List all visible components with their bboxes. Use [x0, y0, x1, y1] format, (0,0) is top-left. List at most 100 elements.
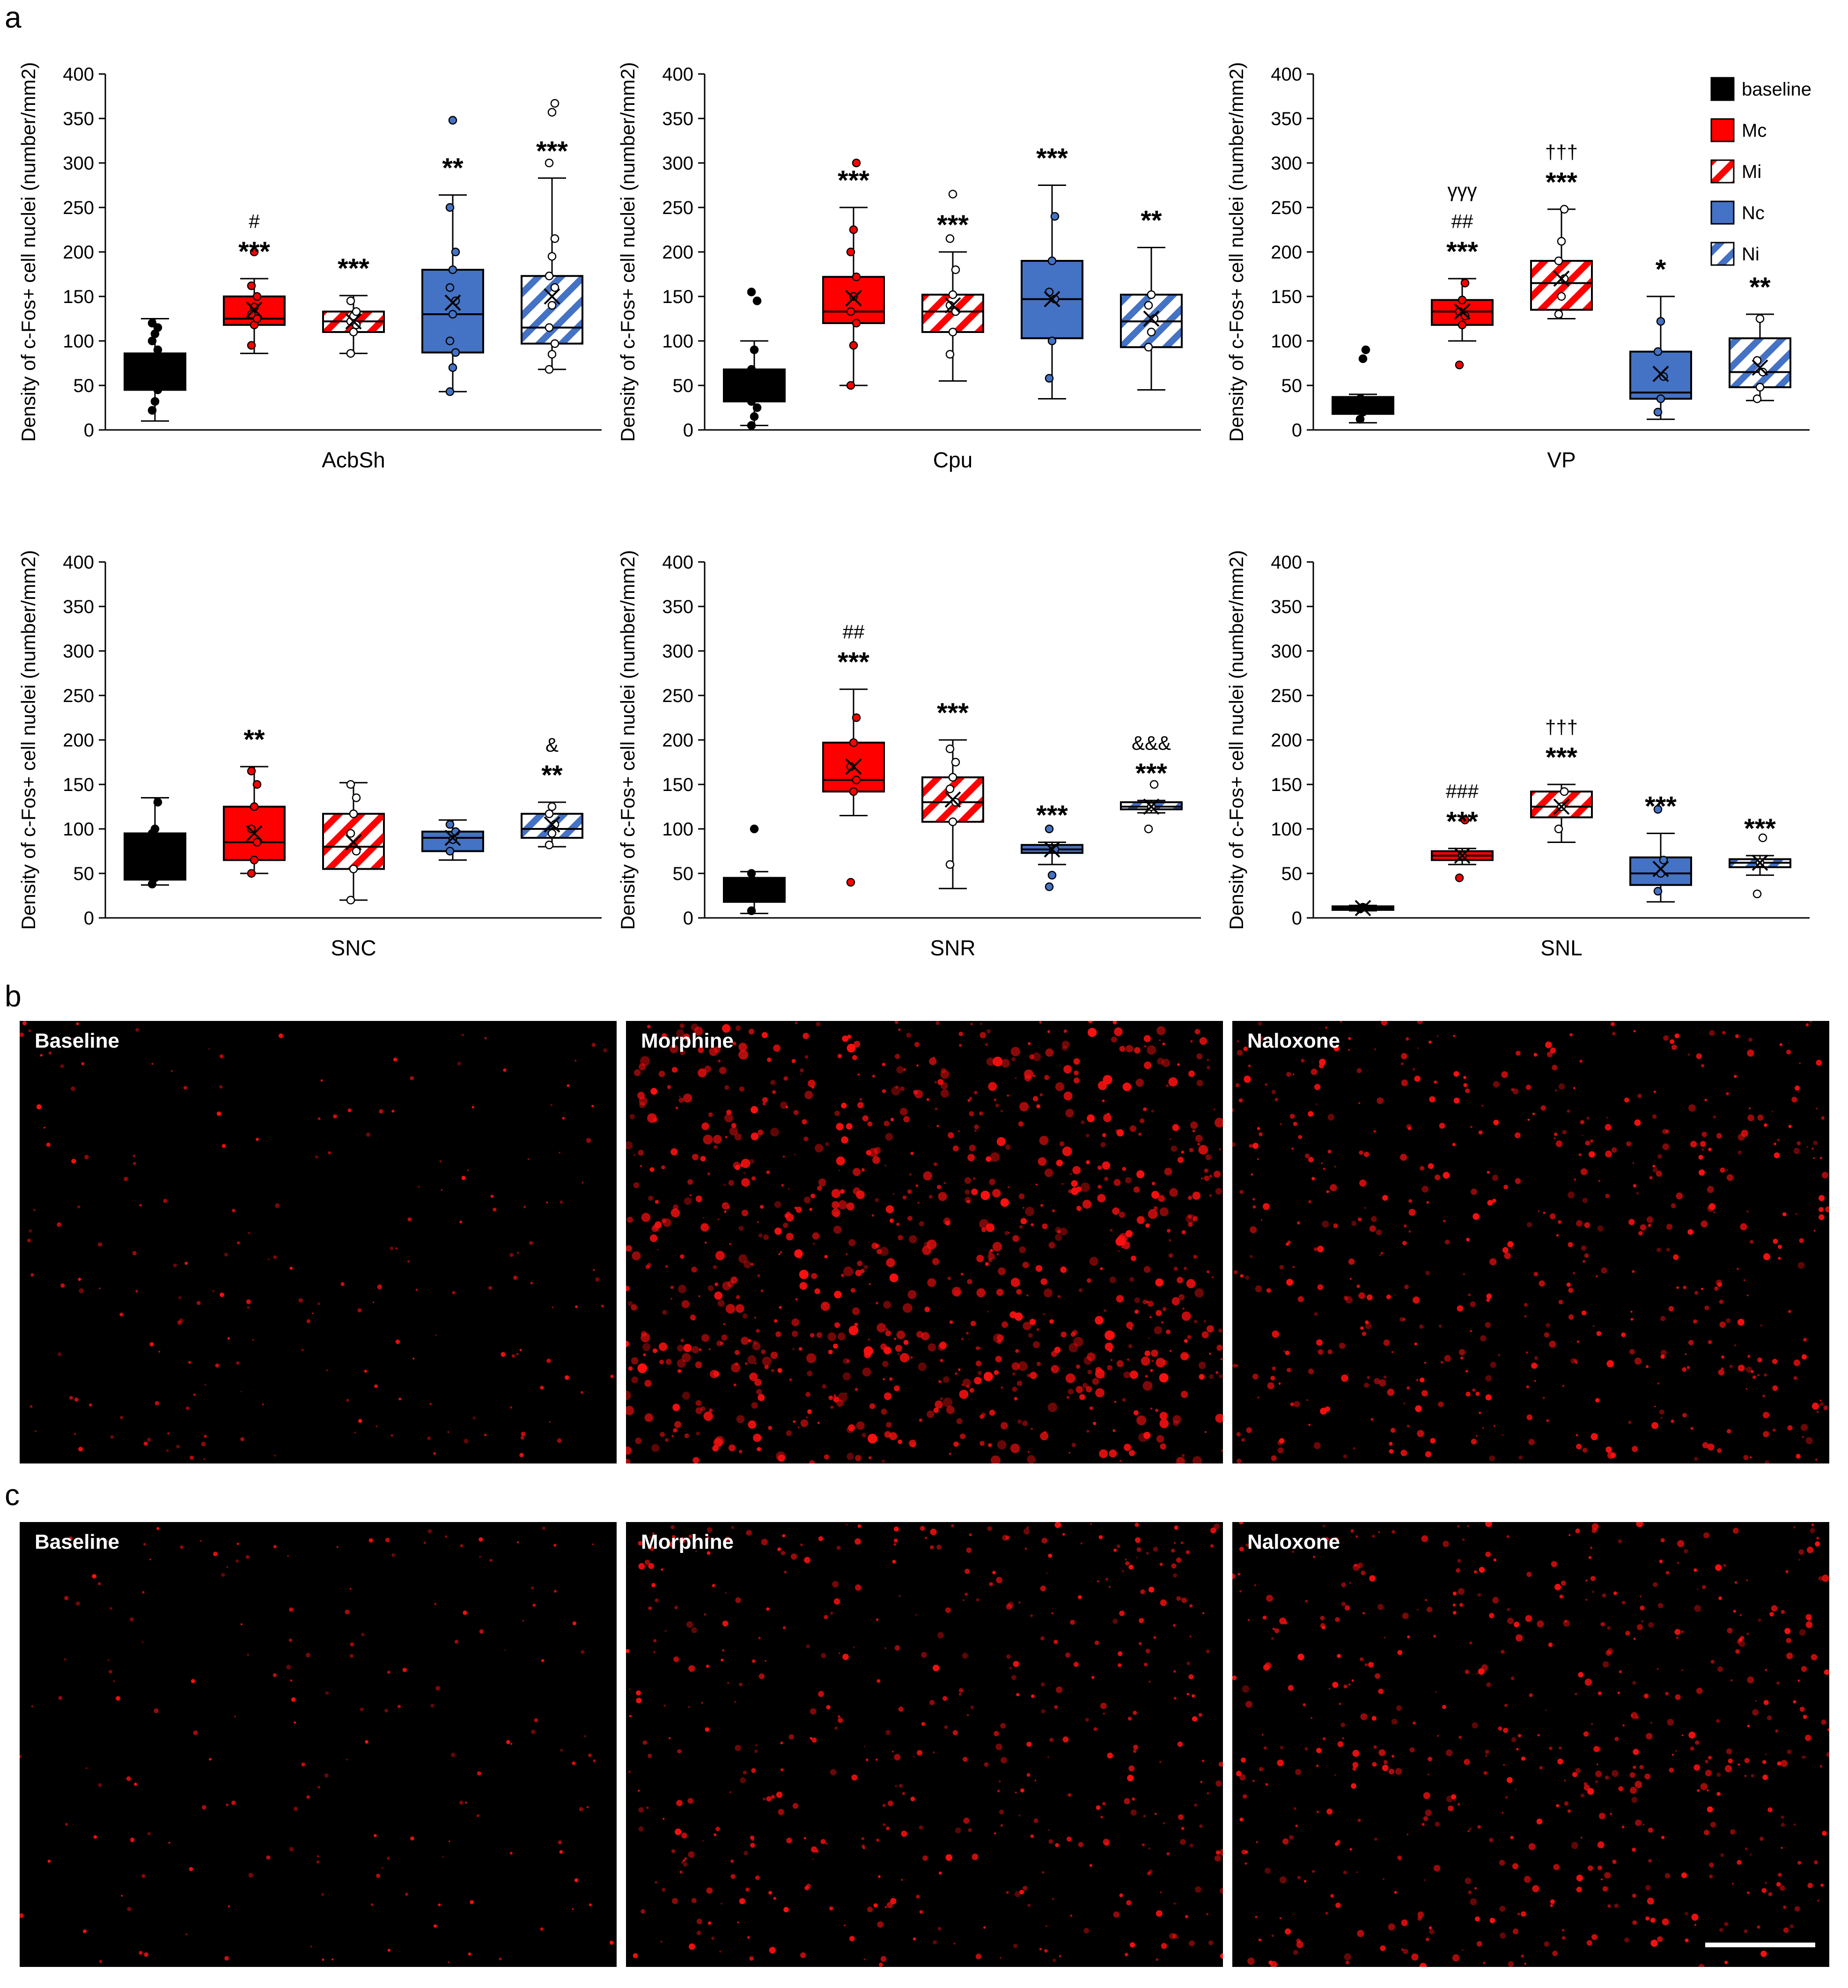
- cfos-dot: [1406, 1425, 1410, 1428]
- cfos-dot: [1483, 1771, 1487, 1775]
- cfos-dot: [783, 1907, 789, 1913]
- cfos-dot: [1630, 1310, 1633, 1313]
- cfos-dot: [1429, 1096, 1436, 1103]
- cfos-dot: [64, 1596, 69, 1601]
- cfos-dot: [429, 1403, 432, 1405]
- cfos-dot: [1085, 1718, 1089, 1722]
- cfos-dot: [894, 1754, 901, 1761]
- cfos-dot: [1090, 1523, 1092, 1525]
- cfos-dot: [1169, 1350, 1171, 1352]
- cfos-dot: [1070, 1331, 1076, 1337]
- cfos-dot: [1318, 1349, 1324, 1355]
- cfos-dot: [738, 1449, 743, 1454]
- cfos-dot: [1777, 1138, 1780, 1142]
- cfos-dot: [1018, 1121, 1024, 1127]
- cfos-dot: [856, 1421, 865, 1430]
- cfos-dot: [1042, 1223, 1048, 1229]
- cfos-dot: [902, 1195, 907, 1200]
- cfos-dot: [916, 1894, 920, 1899]
- cfos-dot: [1682, 1367, 1687, 1372]
- cfos-dot: [995, 1103, 999, 1108]
- cfos-dot: [1040, 1278, 1047, 1285]
- cfos-dot: [484, 1434, 487, 1436]
- mean-marker: [944, 297, 961, 314]
- cfos-dot: [791, 1059, 796, 1063]
- cfos-dot: [1515, 1132, 1521, 1138]
- cfos-dot: [1262, 1615, 1267, 1620]
- cfos-dot: [1403, 1224, 1407, 1228]
- cfos-dot: [1381, 1252, 1383, 1255]
- cfos-dot: [880, 1956, 887, 1962]
- cfos-dot: [1515, 1788, 1517, 1790]
- data-point: [448, 265, 457, 274]
- cfos-dot: [278, 1033, 284, 1038]
- cfos-dot: [1573, 1272, 1575, 1274]
- cfos-dot: [1526, 1414, 1533, 1420]
- cfos-dot: [1180, 1541, 1184, 1545]
- cfos-dot: [1354, 1564, 1357, 1567]
- data-point: [1458, 296, 1467, 304]
- mean-marker: [246, 302, 263, 318]
- cfos-dot: [1487, 1171, 1490, 1174]
- cfos-dot: [349, 1654, 353, 1658]
- cfos-dot: [1453, 1035, 1455, 1037]
- cfos-dot: [1581, 1837, 1583, 1839]
- cfos-dot: [324, 1773, 329, 1778]
- cfos-dot: [1648, 1622, 1654, 1628]
- cfos-dot: [427, 1436, 431, 1441]
- cfos-dot: [1017, 1419, 1022, 1424]
- cfos-dot: [777, 1368, 782, 1373]
- cfos-dot: [955, 1827, 961, 1833]
- cfos-dot: [1011, 1057, 1016, 1062]
- cfos-dot: [1562, 1385, 1565, 1387]
- cfos-dot: [783, 1222, 788, 1228]
- cfos-dot: [1102, 1099, 1105, 1102]
- mean-marker: [1752, 854, 1768, 871]
- cfos-dot: [1476, 1672, 1479, 1675]
- cfos-dot: [1526, 1385, 1530, 1389]
- y-axis-label: Density of c-Fos+ cell nuclei (number/mm…: [17, 550, 39, 930]
- cfos-dot: [1510, 1836, 1514, 1840]
- cfos-dot: [415, 1288, 418, 1291]
- cfos-dot: [1177, 1741, 1183, 1747]
- cfos-dot: [854, 1388, 858, 1391]
- y-tick-label: 200: [662, 730, 693, 751]
- cfos-dot: [442, 1856, 444, 1858]
- cfos-dot: [1052, 1209, 1055, 1212]
- cfos-dot: [992, 1189, 1001, 1198]
- cfos-dot: [891, 1086, 901, 1096]
- cfos-dot: [1659, 1559, 1663, 1563]
- cfos-dot: [1761, 1888, 1767, 1893]
- cfos-dot: [1741, 1130, 1748, 1137]
- cfos-dot: [891, 1751, 894, 1753]
- cfos-dot: [1083, 1928, 1090, 1934]
- data-point: [1050, 212, 1060, 221]
- cfos-dot: [1730, 1679, 1733, 1682]
- cfos-dot: [1209, 1175, 1213, 1178]
- cfos-dot: [1335, 1617, 1340, 1622]
- cfos-dot: [865, 1758, 869, 1761]
- cfos-dot: [733, 1383, 736, 1387]
- cfos-dot: [1504, 1704, 1508, 1707]
- y-tick-label: 50: [74, 864, 95, 884]
- cfos-dot: [1122, 1167, 1126, 1171]
- cfos-dot: [1196, 1079, 1203, 1086]
- cfos-dot: [266, 1855, 271, 1860]
- cfos-dot: [896, 1222, 899, 1226]
- cfos-dot: [1688, 1340, 1694, 1345]
- cfos-dot: [1760, 1951, 1767, 1957]
- cfos-dot: [847, 1035, 852, 1039]
- data-point: [852, 776, 861, 784]
- cfos-dot: [758, 1637, 761, 1640]
- significance-label: **: [442, 153, 464, 183]
- cfos-dot: [784, 1213, 789, 1218]
- cfos-dot: [804, 1055, 809, 1059]
- cfos-dot: [1116, 1295, 1124, 1303]
- cfos-dot: [1584, 1253, 1589, 1258]
- cfos-dot: [761, 1032, 768, 1038]
- cfos-dot: [658, 1071, 665, 1077]
- cfos-dot: [770, 1352, 778, 1359]
- cfos-dot: [1602, 1593, 1606, 1598]
- cfos-dot: [727, 1280, 734, 1287]
- cfos-dot: [1026, 1294, 1029, 1297]
